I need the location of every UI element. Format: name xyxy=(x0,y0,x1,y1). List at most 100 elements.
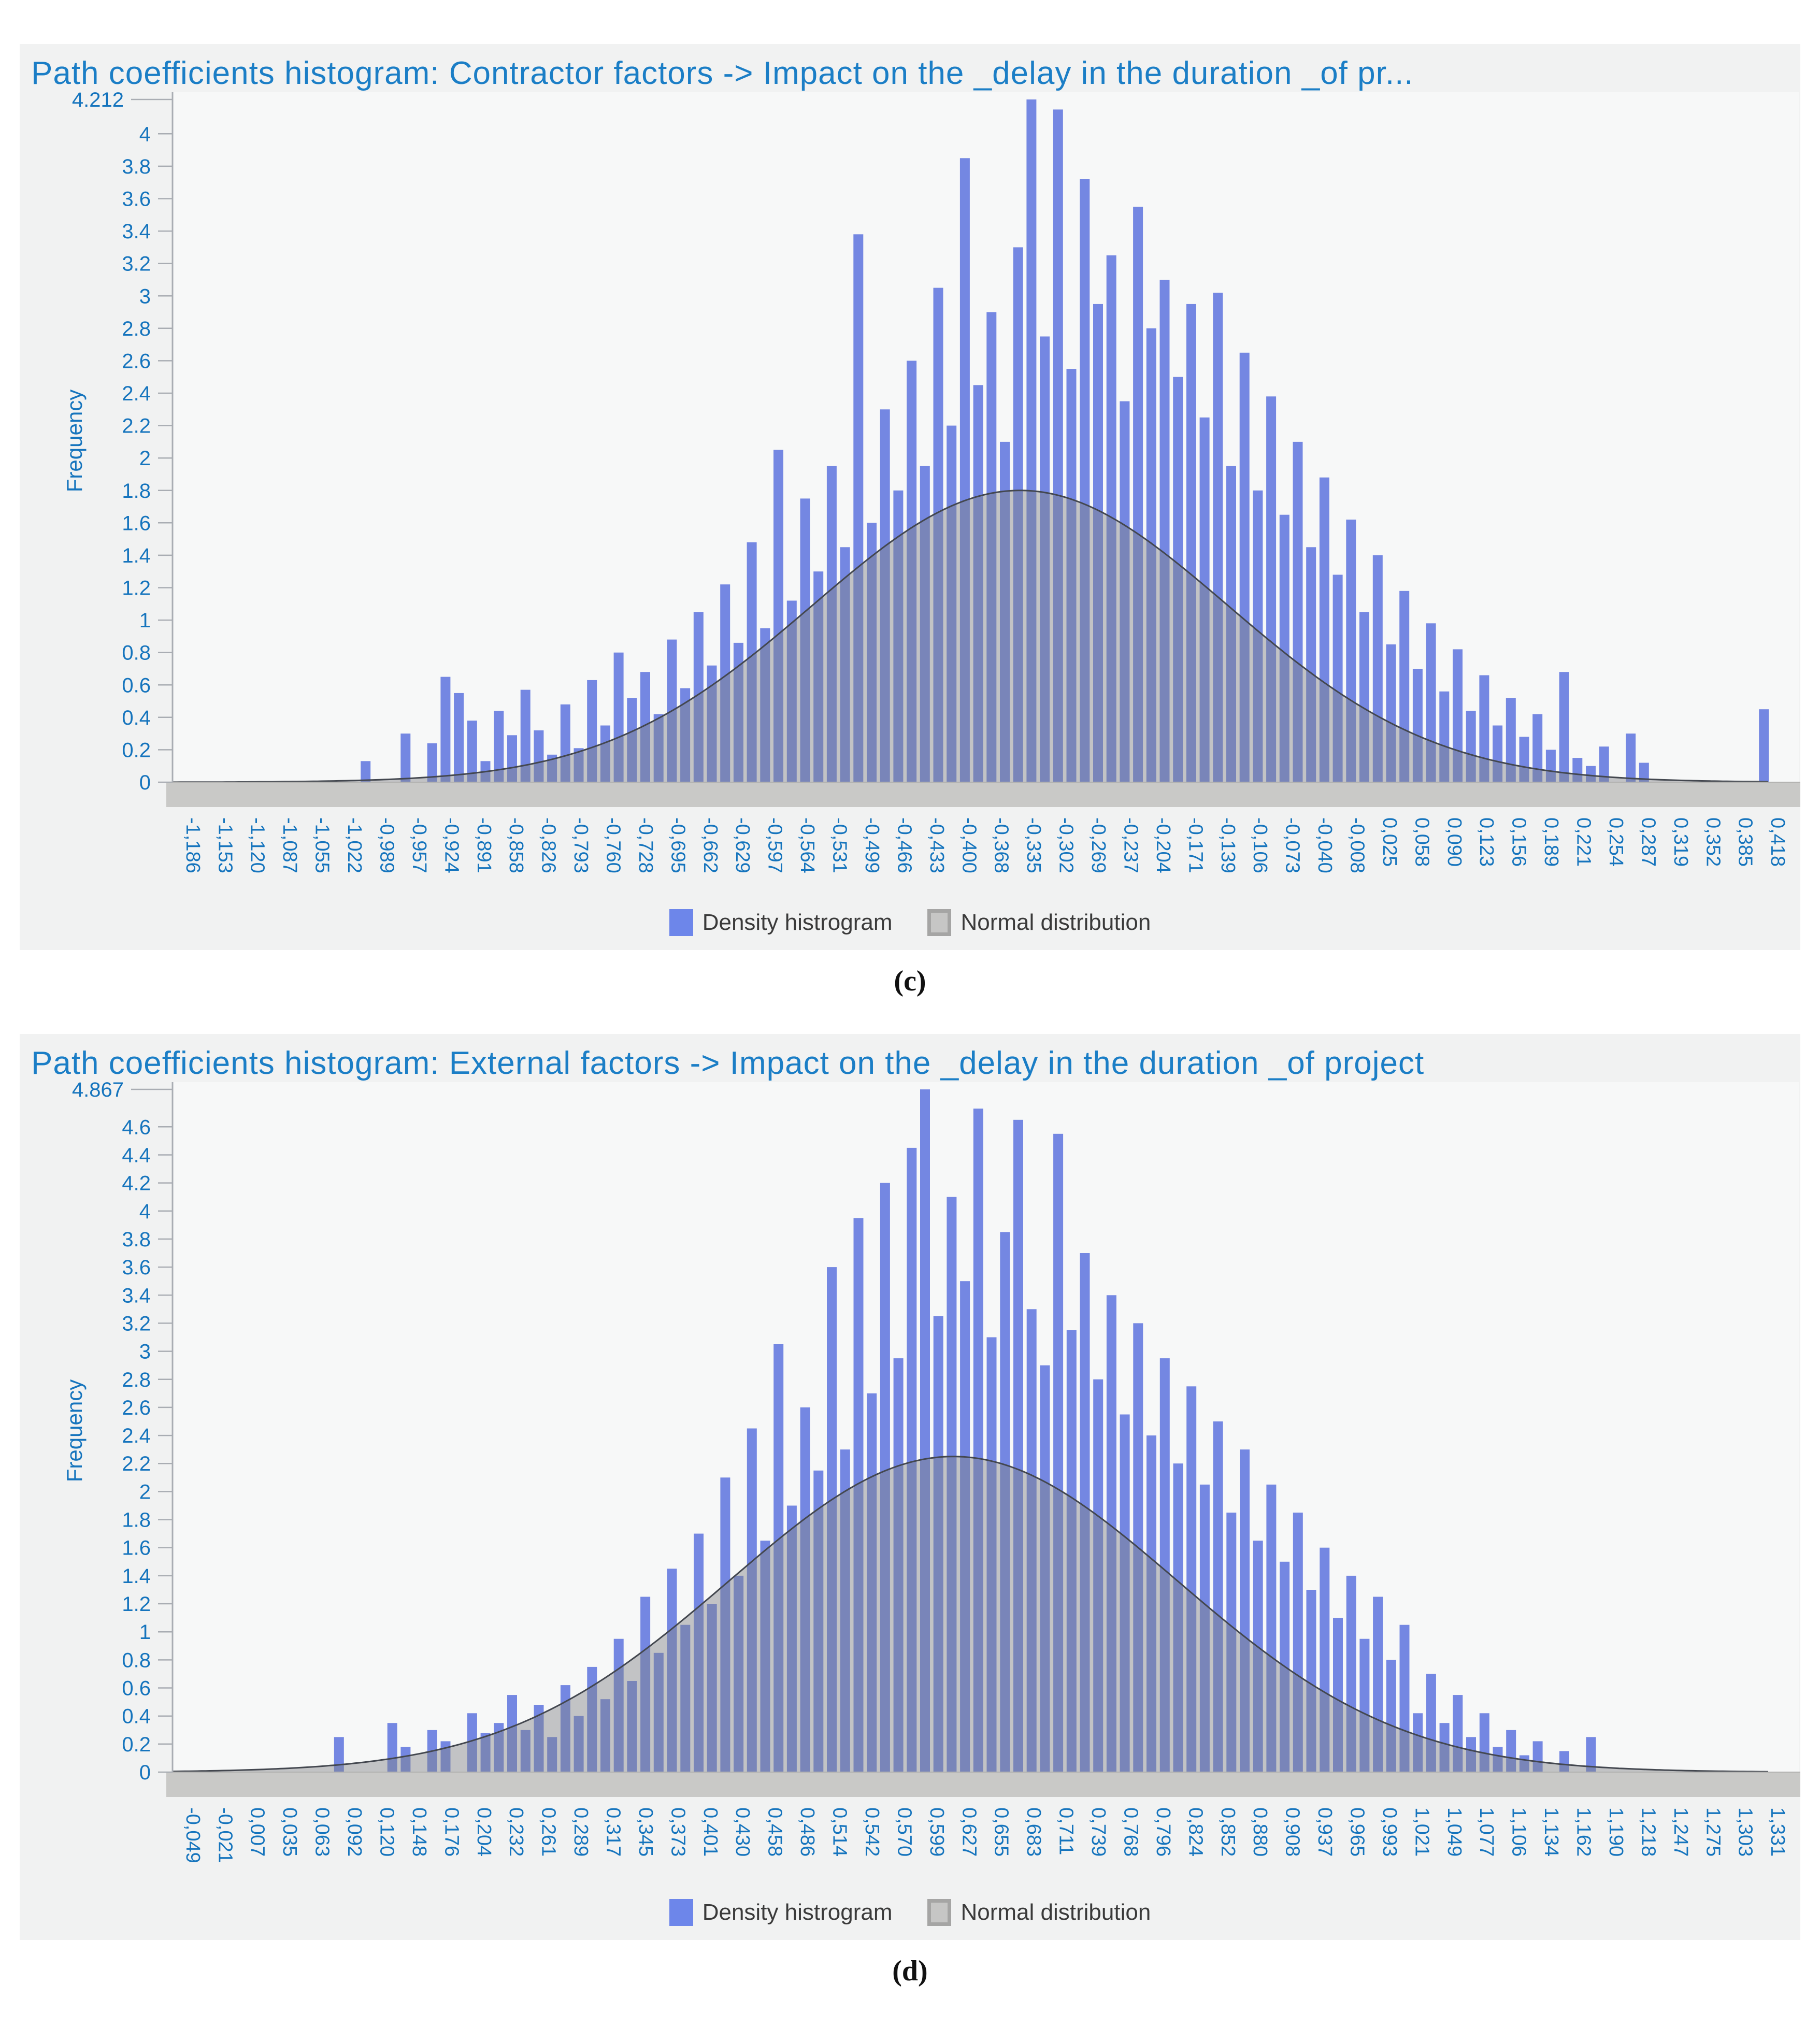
svg-text:-0,139: -0,139 xyxy=(1217,817,1239,873)
svg-text:0,937: 0,937 xyxy=(1314,1807,1336,1857)
svg-text:0,627: 0,627 xyxy=(958,1807,980,1857)
svg-text:1,247: 1,247 xyxy=(1670,1807,1692,1857)
svg-text:0,123: 0,123 xyxy=(1475,817,1497,867)
svg-text:-0,008: -0,008 xyxy=(1346,817,1368,873)
svg-text:3.8: 3.8 xyxy=(122,1228,151,1251)
svg-text:0.6: 0.6 xyxy=(122,674,151,697)
svg-text:3.4: 3.4 xyxy=(122,1284,151,1307)
svg-text:0,486: 0,486 xyxy=(796,1807,818,1857)
svg-text:0,007: 0,007 xyxy=(247,1807,268,1857)
svg-text:3.2: 3.2 xyxy=(122,253,151,276)
svg-text:0,120: 0,120 xyxy=(376,1807,398,1857)
svg-text:0,824: 0,824 xyxy=(1184,1807,1206,1857)
svg-text:-0,400: -0,400 xyxy=(958,817,980,873)
svg-text:-1,087: -1,087 xyxy=(279,817,300,873)
svg-text:1.2: 1.2 xyxy=(122,577,151,600)
legend-normal-label: Normal distribution xyxy=(961,910,1151,936)
svg-text:4: 4 xyxy=(139,1200,151,1223)
svg-text:1: 1 xyxy=(139,1621,151,1644)
svg-text:-0,793: -0,793 xyxy=(570,817,592,873)
svg-text:-0,629: -0,629 xyxy=(732,817,753,873)
chart-title-c: Path coefficients histogram: Contractor … xyxy=(31,55,1414,91)
svg-text:0,852: 0,852 xyxy=(1217,1807,1239,1857)
svg-text:0,542: 0,542 xyxy=(861,1807,883,1857)
svg-text:3.2: 3.2 xyxy=(122,1313,151,1335)
subfigure-label-c: (c) xyxy=(894,965,926,998)
svg-text:-0,826: -0,826 xyxy=(538,817,560,873)
svg-text:4.212: 4.212 xyxy=(72,92,124,111)
svg-text:1,106: 1,106 xyxy=(1508,1807,1530,1857)
svg-text:2.2: 2.2 xyxy=(122,1453,151,1475)
svg-text:0,261: 0,261 xyxy=(538,1807,560,1857)
svg-text:1,303: 1,303 xyxy=(1735,1807,1756,1857)
svg-text:-0,597: -0,597 xyxy=(764,817,786,873)
subfigure-label-d: (d) xyxy=(892,1955,928,1988)
svg-text:-0,368: -0,368 xyxy=(991,817,1012,873)
legend-density-label: Density histrogram xyxy=(702,910,893,936)
svg-text:-0,531: -0,531 xyxy=(829,817,851,873)
svg-text:0,035: 0,035 xyxy=(279,1807,300,1857)
svg-text:2.8: 2.8 xyxy=(122,318,151,340)
svg-text:0,373: 0,373 xyxy=(667,1807,689,1857)
svg-text:1,134: 1,134 xyxy=(1540,1807,1562,1857)
svg-text:-1,055: -1,055 xyxy=(311,817,333,873)
chart-title-d: Path coefficients histogram: External fa… xyxy=(31,1045,1425,1082)
svg-text:-0,564: -0,564 xyxy=(796,817,818,873)
svg-text:0,317: 0,317 xyxy=(603,1807,624,1857)
svg-text:3.8: 3.8 xyxy=(122,155,151,178)
svg-text:0,514: 0,514 xyxy=(829,1807,851,1857)
svg-text:4.867: 4.867 xyxy=(72,1082,124,1101)
svg-text:-0,171: -0,171 xyxy=(1184,817,1206,873)
svg-text:1,275: 1,275 xyxy=(1702,1807,1724,1857)
svg-text:2.8: 2.8 xyxy=(122,1369,151,1391)
svg-text:2: 2 xyxy=(139,447,151,470)
svg-text:0.6: 0.6 xyxy=(122,1677,151,1700)
legend-normal-item: Normal distribution xyxy=(927,909,1151,937)
svg-text:0: 0 xyxy=(139,771,151,794)
svg-text:-0,499: -0,499 xyxy=(861,817,883,873)
svg-text:0,965: 0,965 xyxy=(1346,1807,1368,1857)
svg-text:0.2: 0.2 xyxy=(122,739,151,761)
svg-text:-0,728: -0,728 xyxy=(635,817,656,873)
svg-text:2: 2 xyxy=(139,1481,151,1504)
svg-text:1.2: 1.2 xyxy=(122,1593,151,1616)
normal-distribution-swatch-icon xyxy=(927,1899,952,1926)
svg-text:1,049: 1,049 xyxy=(1443,1807,1465,1857)
svg-text:1.4: 1.4 xyxy=(122,544,151,567)
normal-distribution-swatch-icon xyxy=(927,909,952,937)
svg-text:4.4: 4.4 xyxy=(122,1144,151,1167)
legend-d: Density histrogram Normal distribution xyxy=(20,1890,1800,1940)
svg-text:0,599: 0,599 xyxy=(926,1807,948,1857)
svg-text:-0,989: -0,989 xyxy=(376,817,398,873)
legend-density-item: Density histrogram xyxy=(669,1899,893,1926)
svg-text:0,319: 0,319 xyxy=(1670,817,1692,867)
svg-text:-0,021: -0,021 xyxy=(214,1807,236,1863)
svg-text:2.2: 2.2 xyxy=(122,415,151,438)
svg-text:0,796: 0,796 xyxy=(1152,1807,1174,1857)
svg-text:-0,760: -0,760 xyxy=(603,817,624,873)
svg-text:-0,335: -0,335 xyxy=(1023,817,1044,873)
svg-text:0,880: 0,880 xyxy=(1249,1807,1271,1857)
histogram-plot-c: 4.212 4 3.8 3.6 3.4 3.2 3 2.8 2.6 2.4 2.2 2 1.8 1.6 1.… xyxy=(62,92,1800,873)
svg-text:0,025: 0,025 xyxy=(1379,817,1400,867)
svg-text:1.4: 1.4 xyxy=(122,1565,151,1588)
svg-text:0,156: 0,156 xyxy=(1508,817,1530,867)
chart-panel-d: Path coefficients histogram: External fa… xyxy=(20,1034,1800,1940)
svg-text:-0,073: -0,073 xyxy=(1282,817,1303,873)
svg-text:0,352: 0,352 xyxy=(1702,817,1724,867)
svg-text:0,058: 0,058 xyxy=(1411,817,1432,867)
svg-text:0,655: 0,655 xyxy=(991,1807,1012,1857)
svg-text:3: 3 xyxy=(139,285,151,308)
svg-text:-1,186: -1,186 xyxy=(182,817,204,873)
svg-text:-0,302: -0,302 xyxy=(1055,817,1077,873)
svg-text:0,092: 0,092 xyxy=(343,1807,365,1857)
legend-density-item: Density histrogram xyxy=(669,909,893,937)
svg-text:1.6: 1.6 xyxy=(122,1537,151,1560)
svg-text:2.6: 2.6 xyxy=(122,350,151,372)
svg-text:-0,106: -0,106 xyxy=(1249,817,1271,873)
svg-text:-1,120: -1,120 xyxy=(247,817,268,873)
svg-text:0.8: 0.8 xyxy=(122,1649,151,1672)
svg-text:1,021: 1,021 xyxy=(1411,1807,1432,1857)
legend-density-label: Density histrogram xyxy=(702,1900,893,1925)
